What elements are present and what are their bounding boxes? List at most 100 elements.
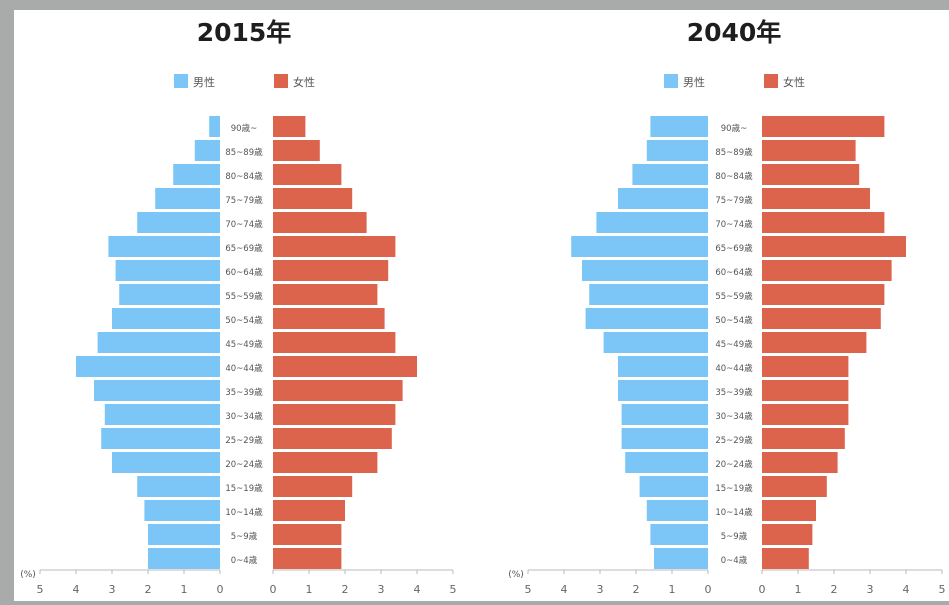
bar-male [155, 188, 220, 209]
bar-female [273, 236, 396, 257]
bar-female [762, 548, 809, 569]
bar-male [639, 476, 708, 497]
age-label: 5~9歳 [231, 531, 258, 542]
age-label: 85~89歳 [225, 147, 263, 158]
age-label: 65~69歳 [225, 243, 263, 254]
age-label: 5~9歳 [721, 531, 748, 542]
bar-male [119, 284, 220, 305]
bar-male [97, 332, 220, 353]
age-label: 50~54歳 [225, 315, 263, 326]
bar-male [646, 500, 708, 521]
tick-label: 2 [633, 583, 640, 596]
legend-label-male: 男性 [193, 75, 215, 89]
tick-label: 3 [109, 583, 116, 596]
age-label: 80~84歳 [225, 171, 263, 182]
bar-female [762, 260, 892, 281]
bar-male [582, 260, 708, 281]
age-label: 70~74歳 [225, 219, 263, 230]
bar-female [273, 548, 342, 569]
bar-male [618, 188, 708, 209]
tick-label: 0 [759, 583, 766, 596]
bar-female [273, 308, 385, 329]
bar-female [273, 524, 342, 545]
tick-label: 2 [342, 583, 349, 596]
bar-male [209, 116, 220, 137]
tick-label: 3 [597, 583, 604, 596]
age-label: 20~24歳 [225, 459, 263, 470]
bar-male [654, 548, 708, 569]
age-label: 10~14歳 [715, 507, 753, 518]
age-label: 75~79歳 [715, 195, 753, 206]
bar-female [762, 476, 827, 497]
legend-swatch-male [174, 74, 188, 88]
age-label: 0~4歳 [231, 555, 258, 566]
bar-female [762, 212, 885, 233]
bar-female [273, 428, 392, 449]
tick-label: 1 [181, 583, 188, 596]
age-label: 80~84歳 [715, 171, 753, 182]
bar-female [762, 188, 870, 209]
bar-female [273, 212, 367, 233]
age-label: 50~54歳 [715, 315, 753, 326]
bar-male [603, 332, 708, 353]
legend-swatch-female [274, 74, 288, 88]
bar-male [585, 308, 708, 329]
tick-label: 3 [867, 583, 874, 596]
bar-male [173, 164, 220, 185]
age-label: 60~64歳 [225, 267, 263, 278]
bar-male [108, 236, 220, 257]
tick-label: 0 [217, 583, 224, 596]
unit-label: (%) [508, 570, 524, 580]
age-label: 35~39歳 [225, 387, 263, 398]
age-label: 20~24歳 [715, 459, 753, 470]
tick-label: 4 [561, 583, 568, 596]
bar-male [625, 452, 708, 473]
age-label: 10~14歳 [225, 507, 263, 518]
bar-male [148, 524, 220, 545]
bar-female [762, 332, 867, 353]
bar-male [144, 500, 220, 521]
bar-male [571, 236, 708, 257]
bar-female [762, 524, 813, 545]
tick-label: 0 [705, 583, 712, 596]
legend-label-female: 女性 [293, 75, 315, 89]
age-label: 55~59歳 [225, 291, 263, 302]
tick-label: 2 [145, 583, 152, 596]
age-label: 85~89歳 [715, 147, 753, 158]
age-label: 75~79歳 [225, 195, 263, 206]
age-label: 40~44歳 [225, 363, 263, 374]
tick-label: 5 [37, 583, 44, 596]
bar-male [618, 356, 708, 377]
bar-female [273, 260, 389, 281]
bar-female [762, 380, 849, 401]
bar-female [273, 404, 396, 425]
bar-female [273, 188, 353, 209]
bar-female [762, 140, 856, 161]
age-label: 90歳~ [231, 123, 257, 134]
bar-male [650, 116, 708, 137]
bar-female [762, 284, 885, 305]
bar-male [621, 404, 708, 425]
bar-male [137, 476, 220, 497]
age-label: 30~34歳 [225, 411, 263, 422]
bar-male [112, 452, 220, 473]
bar-female [762, 500, 816, 521]
age-label: 70~74歳 [715, 219, 753, 230]
bar-male [115, 260, 220, 281]
bar-male [618, 380, 708, 401]
age-label: 25~29歳 [715, 435, 753, 446]
bar-male [101, 428, 220, 449]
bar-male [104, 404, 220, 425]
bar-male [137, 212, 220, 233]
tick-label: 1 [669, 583, 676, 596]
tick-label: 4 [414, 583, 421, 596]
bar-female [762, 116, 885, 137]
tick-label: 0 [270, 583, 277, 596]
bar-female [762, 356, 849, 377]
bar-female [762, 428, 845, 449]
bar-male [148, 548, 220, 569]
bar-male [94, 380, 220, 401]
unit-label: (%) [20, 570, 36, 580]
